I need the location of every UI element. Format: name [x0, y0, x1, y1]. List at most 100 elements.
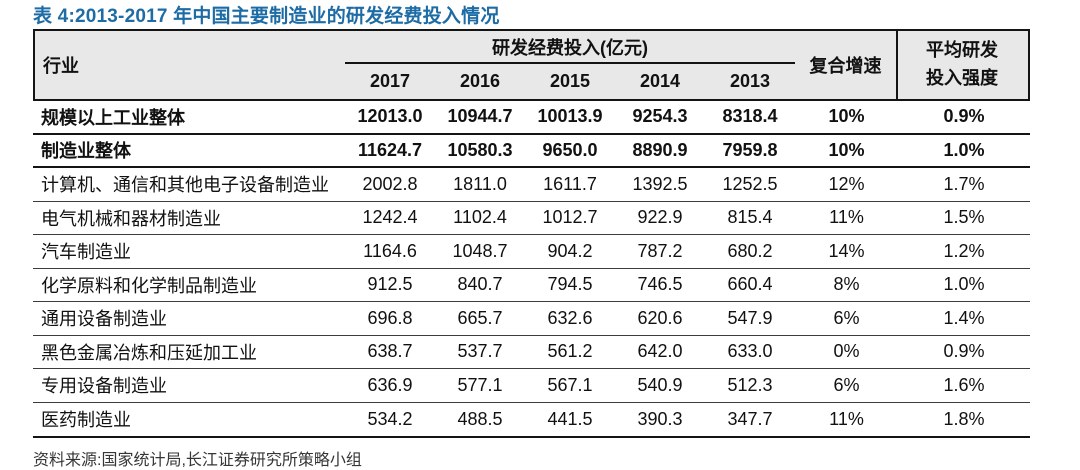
- table-row: 制造业整体 11624.7 10580.3 9650.0 8890.9 7959.8 10%…: [33, 135, 1030, 168]
- table-row: 医药制造业 534.2 488.5 441.5 390.3 347.7 11% 1.8%: [33, 403, 1030, 437]
- rnd-value-cell: 642.0: [637, 341, 683, 362]
- industry-name-cell: 专用设备制造业: [41, 376, 167, 397]
- year-header-2015: 2015: [549, 71, 591, 91]
- cagr-cell: 8%: [833, 274, 860, 295]
- industry-name-cell: 制造业整体: [41, 141, 131, 162]
- table-title: 表 4:2013-2017 年中国主要制造业的研发经费投入情况: [33, 6, 500, 27]
- table-row: 化学原料和化学制品制造业 912.5 840.7 794.5 746.5 660.4 8% 1…: [33, 269, 1030, 302]
- year-header-2013: 2013: [729, 71, 771, 91]
- cagr-cell: 6%: [833, 374, 860, 395]
- cagr-cell: 11%: [829, 408, 864, 429]
- intensity-cell: 1.0%: [943, 274, 985, 295]
- intensity-header-line2: 投入强度: [926, 68, 998, 88]
- rnd-value-cell: 8890.9: [632, 139, 688, 160]
- intensity-cell: 1.6%: [943, 374, 985, 395]
- intensity-cell: 1.4%: [943, 307, 985, 328]
- year-header-2017: 2017: [369, 71, 411, 91]
- rnd-value-cell: 1811.0: [453, 173, 507, 194]
- year-header-2016: 2016: [459, 71, 501, 91]
- rnd-value-cell: 680.2: [727, 240, 773, 261]
- table-header: 行业 研发经费投入(亿元) 2017 2016 2015 2014 2013 复…: [33, 31, 1030, 101]
- rnd-value-cell: 636.9: [367, 374, 413, 395]
- rnd-value-cell: 534.2: [367, 408, 413, 429]
- intensity-header-line1: 平均研发: [926, 40, 998, 61]
- rnd-value-cell: 11624.7: [357, 139, 423, 160]
- intensity-cell: 0.9%: [943, 106, 985, 127]
- table-row: 规模以上工业整体 12013.0 10944.7 10013.9 9254.3 8318.…: [33, 101, 1030, 135]
- rnd-value-cell: 567.1: [547, 374, 593, 395]
- rnd-value-cell: 512.3: [727, 374, 773, 395]
- rnd-investment-table: 行业 研发经费投入(亿元) 2017 2016 2015 2014 2013 复…: [33, 29, 1030, 438]
- rnd-value-cell: 537.7: [457, 341, 503, 362]
- rnd-value-cell: 488.5: [457, 408, 503, 429]
- rnd-value-cell: 540.9: [637, 374, 683, 395]
- cagr-cell: 6%: [833, 307, 860, 328]
- intensity-cell: 1.0%: [943, 139, 985, 160]
- rnd-value-cell: 912.5: [367, 274, 413, 295]
- rnd-value-cell: 840.7: [457, 274, 503, 295]
- intensity-cell: 1.2%: [943, 240, 985, 261]
- rnd-value-cell: 9254.3: [632, 106, 688, 127]
- rnd-value-cell: 441.5: [547, 408, 593, 429]
- rnd-value-cell: 1242.4: [362, 207, 418, 228]
- rnd-value-cell: 9650.0: [542, 139, 598, 160]
- cagr-cell: 11%: [829, 207, 864, 228]
- rnd-value-cell: 660.4: [727, 274, 773, 295]
- rnd-value-cell: 1102.4: [453, 207, 507, 228]
- cagr-cell: 10%: [828, 106, 865, 127]
- data-source-note: 资料来源:国家统计局,长江证券研究所策略小组: [33, 452, 362, 469]
- industry-name-cell: 汽车制造业: [41, 242, 131, 263]
- cagr-cell: 14%: [828, 240, 865, 261]
- intensity-cell: 1.5%: [943, 207, 985, 228]
- rnd-value-cell: 2002.8: [362, 173, 418, 194]
- rnd-value-cell: 1611.7: [543, 173, 597, 194]
- rnd-value-cell: 547.9: [727, 307, 773, 328]
- rnd-value-cell: 904.2: [547, 240, 593, 261]
- rnd-value-cell: 8318.4: [722, 106, 778, 127]
- industry-name-cell: 计算机、通信和其他电子设备制造业: [41, 175, 329, 196]
- rnd-value-cell: 1048.7: [452, 240, 508, 261]
- rnd-group-header: 研发经费投入(亿元): [345, 31, 795, 64]
- industry-name-cell: 通用设备制造业: [41, 309, 167, 330]
- industry-name-cell: 电气机械和器材制造业: [41, 208, 221, 229]
- industry-name-cell: 化学原料和化学制品制造业: [41, 275, 257, 296]
- table-row: 计算机、通信和其他电子设备制造业 2002.8 1811.0 1611.7 1392.5…: [33, 168, 1030, 202]
- rnd-value-cell: 633.0: [727, 341, 773, 362]
- rnd-value-cell: 746.5: [637, 274, 683, 295]
- table-row: 黑色金属冶炼和压延加工业 638.7 537.7 561.2 642.0 633.0 0% 0…: [33, 336, 1030, 369]
- rnd-value-cell: 1164.6: [363, 240, 417, 261]
- rnd-value-cell: 390.3: [637, 408, 683, 429]
- rnd-value-cell: 10013.9: [537, 106, 603, 127]
- rnd-value-cell: 10944.7: [447, 106, 513, 127]
- table-row: 专用设备制造业 636.9 577.1 567.1 540.9 512.3 6% 1.6%: [33, 369, 1030, 403]
- intensity-cell: 1.8%: [943, 408, 985, 429]
- rnd-value-cell: 12013.0: [357, 106, 423, 127]
- rnd-value-cell: 696.8: [367, 307, 413, 328]
- industry-name-cell: 医药制造业: [41, 410, 131, 431]
- rnd-years-group: 研发经费投入(亿元) 2017 2016 2015 2014 2013: [345, 31, 795, 99]
- industry-name-cell: 规模以上工业整体: [41, 107, 185, 128]
- intensity-cell: 1.7%: [943, 173, 985, 194]
- rnd-value-cell: 787.2: [637, 240, 683, 261]
- table-row: 汽车制造业 1164.6 1048.7 904.2 787.2 680.2 14% 1.2%: [33, 235, 1030, 269]
- rnd-value-cell: 922.9: [637, 207, 683, 228]
- cagr-column-header: 复合增速: [809, 56, 882, 76]
- industry-column-header: 行业: [43, 56, 79, 76]
- rnd-value-cell: 620.6: [637, 307, 683, 328]
- cagr-cell: 0%: [833, 341, 860, 362]
- rnd-value-cell: 7959.8: [722, 139, 778, 160]
- intensity-column-header: 平均研发 投入强度: [896, 31, 1026, 99]
- rnd-value-cell: 1392.5: [632, 173, 688, 194]
- year-header-2014: 2014: [639, 71, 681, 91]
- rnd-value-cell: 1012.7: [542, 207, 598, 228]
- cagr-cell: 12%: [828, 173, 865, 194]
- rnd-value-cell: 638.7: [367, 341, 413, 362]
- rnd-value-cell: 815.4: [727, 207, 773, 228]
- rnd-value-cell: 665.7: [457, 307, 503, 328]
- rnd-value-cell: 10580.3: [447, 139, 513, 160]
- rnd-value-cell: 794.5: [547, 274, 593, 295]
- intensity-cell: 0.9%: [943, 341, 985, 362]
- year-header-row: 2017 2016 2015 2014 2013: [345, 64, 795, 99]
- industry-name-cell: 黑色金属冶炼和压延加工业: [41, 342, 257, 363]
